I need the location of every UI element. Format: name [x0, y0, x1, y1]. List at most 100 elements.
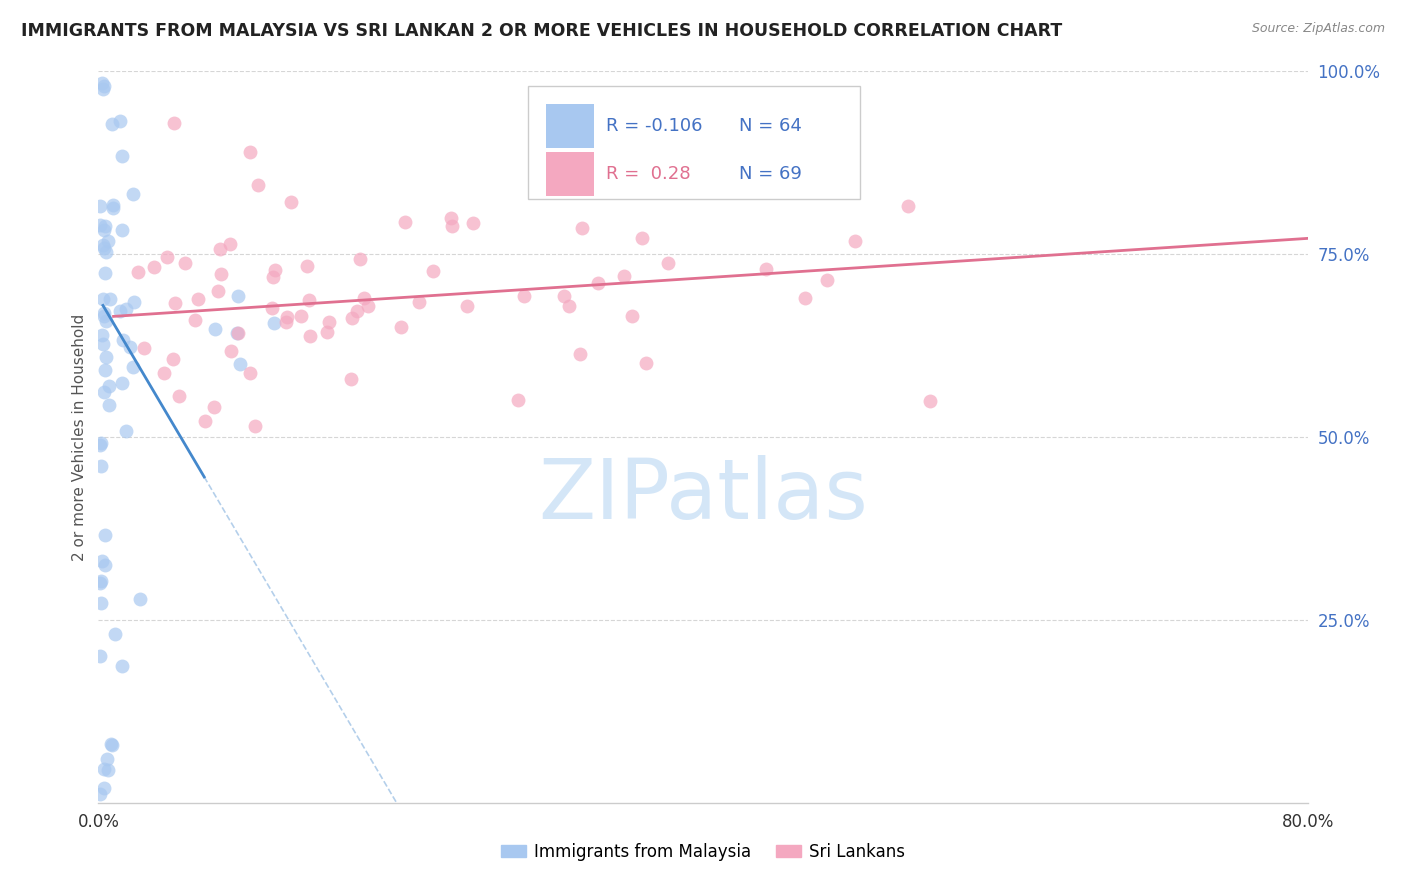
Sri Lankans: [247, 178, 270, 193]
Sri Lankans: [162, 351, 184, 366]
Immigrants from Malaysia: [122, 295, 145, 310]
Immigrants from Malaysia: [91, 82, 114, 96]
Sri Lankans: [274, 315, 297, 329]
Immigrants from Malaysia: [96, 752, 118, 766]
Text: N = 69: N = 69: [740, 165, 803, 183]
Sri Lankans: [568, 346, 591, 360]
Immigrants from Malaysia: [114, 424, 136, 438]
Immigrants from Malaysia: [90, 435, 112, 450]
Sri Lankans: [299, 329, 322, 343]
Immigrants from Malaysia: [110, 149, 132, 163]
Sri Lankans: [243, 419, 266, 434]
Immigrants from Malaysia: [111, 333, 134, 347]
FancyBboxPatch shape: [546, 152, 595, 195]
Immigrants from Malaysia: [101, 198, 124, 212]
Immigrants from Malaysia: [97, 763, 120, 777]
Immigrants from Malaysia: [89, 576, 111, 591]
Sri Lankans: [346, 304, 368, 318]
Sri Lankans: [440, 211, 463, 225]
Immigrants from Malaysia: [93, 266, 115, 280]
Sri Lankans: [209, 242, 232, 256]
Immigrants from Malaysia: [90, 76, 112, 90]
Sri Lankans: [262, 270, 284, 285]
Sri Lankans: [353, 291, 375, 305]
Sri Lankans: [340, 311, 363, 326]
Sri Lankans: [340, 371, 363, 385]
Immigrants from Malaysia: [93, 309, 115, 323]
Sri Lankans: [513, 289, 536, 303]
Immigrants from Malaysia: [89, 648, 111, 663]
Sri Lankans: [612, 269, 634, 284]
Immigrants from Malaysia: [94, 528, 117, 542]
Immigrants from Malaysia: [89, 199, 111, 213]
Immigrants from Malaysia: [100, 739, 122, 753]
Immigrants from Malaysia: [89, 787, 111, 801]
Immigrants from Malaysia: [97, 234, 120, 248]
Immigrants from Malaysia: [118, 340, 141, 354]
Immigrants from Malaysia: [93, 781, 115, 796]
Sri Lankans: [184, 313, 207, 327]
Sri Lankans: [634, 356, 657, 370]
Sri Lankans: [815, 272, 838, 286]
Sri Lankans: [156, 250, 179, 264]
Sri Lankans: [194, 414, 217, 428]
Sri Lankans: [441, 219, 464, 234]
Text: ZIPatlas: ZIPatlas: [538, 455, 868, 536]
Sri Lankans: [586, 276, 609, 290]
Sri Lankans: [553, 289, 575, 303]
Text: R = -0.106: R = -0.106: [606, 117, 703, 136]
Text: Source: ZipAtlas.com: Source: ZipAtlas.com: [1251, 22, 1385, 36]
Sri Lankans: [226, 326, 249, 341]
Immigrants from Malaysia: [111, 223, 134, 237]
Sri Lankans: [132, 341, 155, 355]
Immigrants from Malaysia: [100, 737, 122, 751]
Sri Lankans: [263, 263, 285, 277]
Legend: Immigrants from Malaysia, Sri Lankans: Immigrants from Malaysia, Sri Lankans: [494, 837, 912, 868]
Sri Lankans: [153, 366, 176, 380]
Sri Lankans: [276, 310, 298, 325]
Immigrants from Malaysia: [101, 116, 124, 130]
Sri Lankans: [540, 152, 562, 166]
Sri Lankans: [262, 301, 284, 315]
Sri Lankans: [408, 294, 430, 309]
FancyBboxPatch shape: [527, 86, 860, 200]
Sri Lankans: [187, 293, 209, 307]
Sri Lankans: [620, 309, 643, 323]
Text: N = 64: N = 64: [740, 117, 803, 136]
Immigrants from Malaysia: [129, 591, 152, 606]
Immigrants from Malaysia: [229, 357, 252, 371]
Immigrants from Malaysia: [91, 553, 114, 567]
Immigrants from Malaysia: [93, 241, 115, 255]
Immigrants from Malaysia: [97, 379, 120, 393]
Immigrants from Malaysia: [93, 306, 115, 320]
Sri Lankans: [174, 256, 197, 270]
Immigrants from Malaysia: [122, 187, 145, 202]
Immigrants from Malaysia: [104, 627, 127, 641]
Immigrants from Malaysia: [94, 314, 117, 328]
Immigrants from Malaysia: [98, 293, 121, 307]
Sri Lankans: [631, 231, 654, 245]
Immigrants from Malaysia: [90, 595, 112, 609]
Immigrants from Malaysia: [91, 292, 114, 306]
Immigrants from Malaysia: [94, 351, 117, 365]
Immigrants from Malaysia: [108, 114, 131, 128]
Immigrants from Malaysia: [114, 302, 136, 317]
Immigrants from Malaysia: [91, 238, 114, 252]
Immigrants from Malaysia: [228, 289, 250, 303]
Sri Lankans: [239, 145, 262, 159]
Sri Lankans: [218, 237, 240, 252]
Immigrants from Malaysia: [89, 438, 111, 452]
Sri Lankans: [318, 316, 340, 330]
Sri Lankans: [897, 199, 920, 213]
Sri Lankans: [571, 220, 593, 235]
Sri Lankans: [298, 293, 321, 308]
Sri Lankans: [207, 284, 229, 298]
Immigrants from Malaysia: [90, 458, 112, 473]
Immigrants from Malaysia: [111, 376, 134, 391]
Sri Lankans: [202, 401, 225, 415]
Immigrants from Malaysia: [98, 398, 121, 412]
Sri Lankans: [389, 320, 412, 334]
Immigrants from Malaysia: [91, 336, 114, 351]
Immigrants from Malaysia: [89, 218, 111, 232]
Sri Lankans: [508, 393, 530, 408]
